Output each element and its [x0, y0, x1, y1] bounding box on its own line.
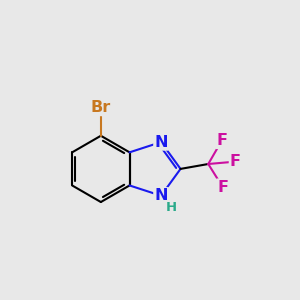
Text: N: N: [154, 135, 168, 150]
Text: F: F: [230, 154, 241, 169]
Text: Br: Br: [91, 100, 111, 115]
Text: F: F: [216, 133, 227, 148]
Text: H: H: [165, 201, 177, 214]
Text: N: N: [154, 188, 168, 203]
Text: F: F: [217, 179, 228, 194]
